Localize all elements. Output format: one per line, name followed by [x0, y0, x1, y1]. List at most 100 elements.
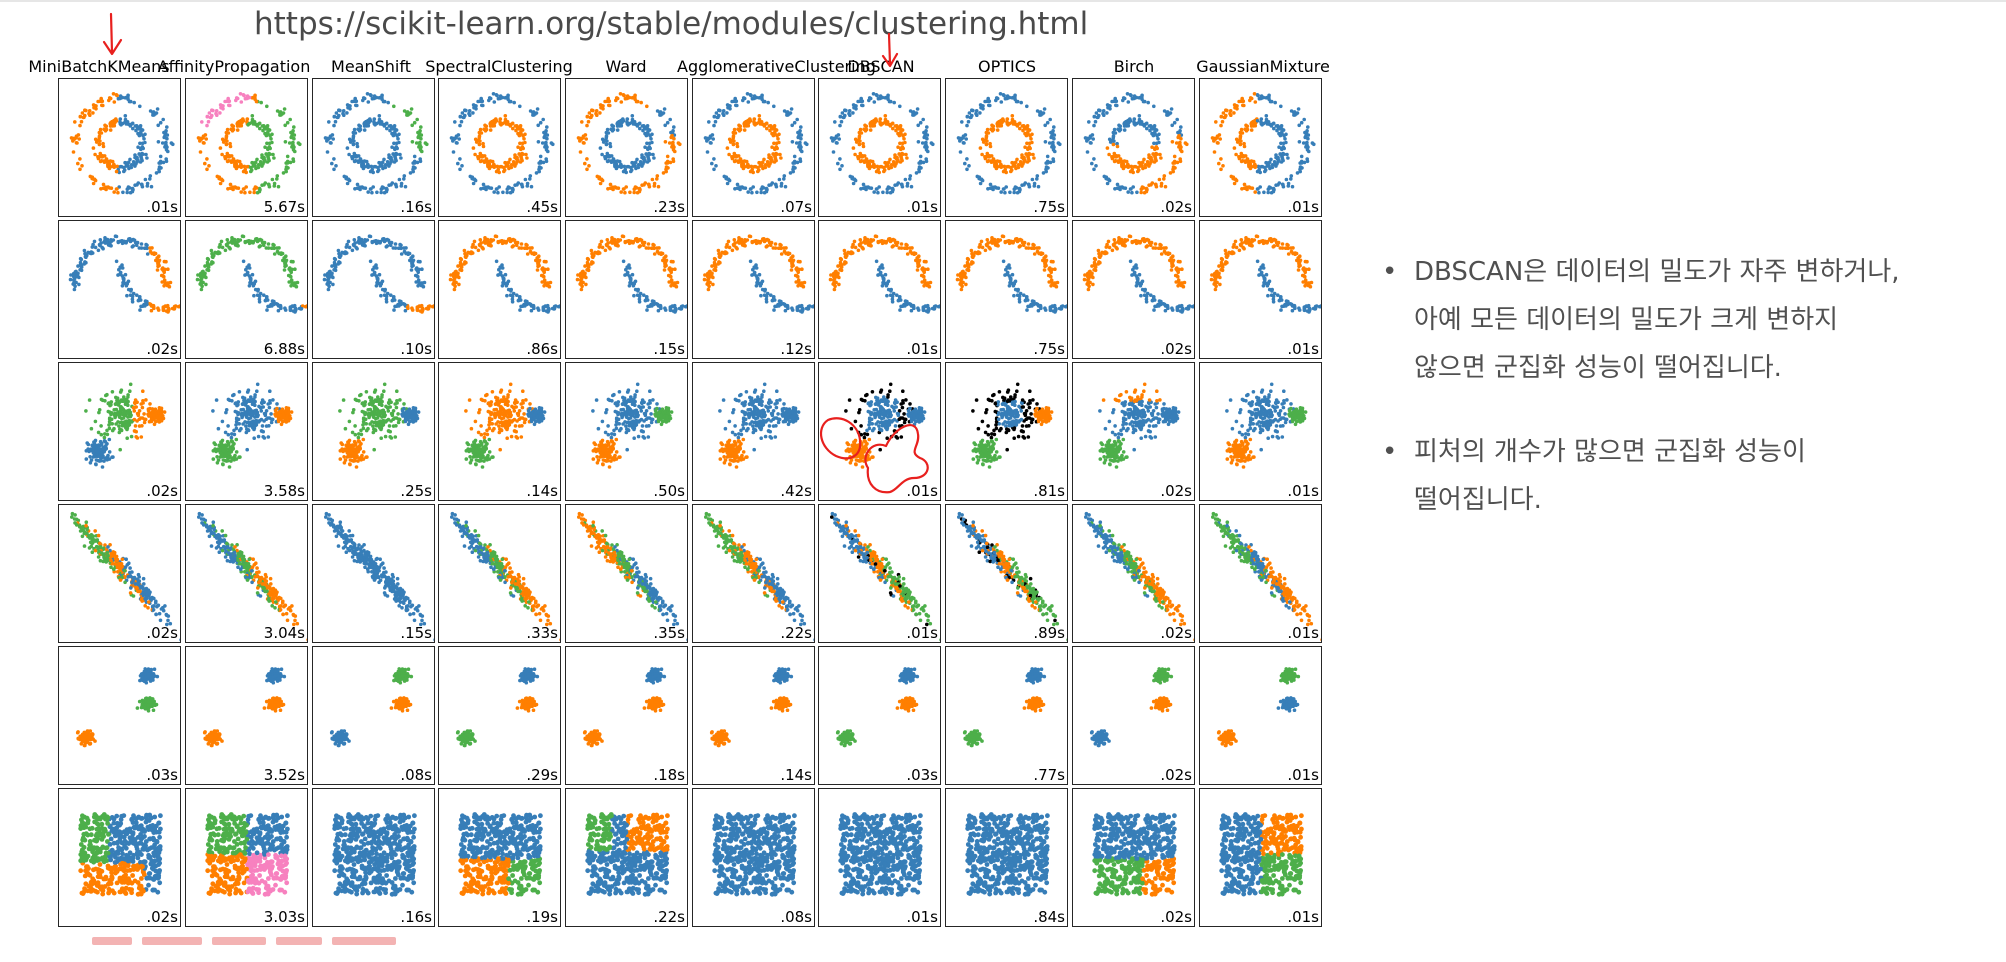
data-point: [1221, 111, 1226, 115]
data-point: [396, 246, 401, 250]
data-point: [521, 152, 525, 156]
data-point: [899, 147, 903, 152]
data-point: [619, 190, 623, 194]
data-point: [290, 304, 295, 308]
data-point: [519, 246, 524, 250]
data-point: [403, 308, 408, 313]
data-point: [283, 308, 288, 312]
data-point: [204, 137, 208, 141]
data-point: [1001, 187, 1006, 191]
page-url[interactable]: https://scikit-learn.org/stable/modules/…: [254, 2, 1134, 46]
data-point: [118, 117, 123, 121]
data-point: [1154, 158, 1158, 163]
data-point: [134, 128, 138, 133]
data-point: [260, 240, 265, 245]
data-point: [258, 244, 263, 248]
data-point: [646, 132, 650, 136]
data-point: [545, 145, 549, 150]
data-point: [638, 244, 643, 248]
data-point: [1092, 123, 1096, 128]
data-point: [136, 132, 141, 136]
subplot-noisy_circles-meanshift: .16s: [312, 78, 435, 217]
data-point: [487, 166, 492, 171]
data-point: [265, 308, 269, 312]
data-point: [519, 242, 524, 246]
data-point: [710, 133, 715, 137]
data-point: [1237, 138, 1242, 143]
data-point: [712, 256, 717, 261]
data-point: [544, 157, 548, 161]
data-point: [1224, 113, 1228, 118]
data-point: [410, 140, 415, 144]
subplot-noisy_moons-dbscan: .01s: [818, 220, 941, 359]
data-point: [757, 272, 762, 277]
data-point: [492, 165, 496, 169]
data-point: [120, 284, 125, 288]
data-point: [1132, 96, 1136, 101]
data-point: [72, 137, 77, 141]
data-point: [1312, 142, 1316, 147]
data-point: [621, 169, 626, 174]
data-point: [148, 174, 153, 178]
data-point: [180, 306, 181, 310]
data-point: [985, 159, 990, 164]
data-point: [1126, 121, 1130, 126]
data-point: [740, 163, 744, 167]
data-point: [921, 117, 925, 122]
data-point: [337, 251, 341, 256]
data-point: [1299, 154, 1304, 159]
data-point: [1052, 136, 1056, 141]
data-point: [157, 165, 162, 169]
subplot-noisy_moons-affinitypropagation: 6.88s: [185, 220, 308, 359]
data-point: [519, 147, 523, 152]
data-point: [608, 186, 613, 190]
data-point: [354, 103, 358, 108]
data-point: [326, 287, 331, 292]
data-point: [338, 108, 342, 113]
data-point: [123, 272, 128, 277]
data-point: [885, 293, 889, 298]
data-point: [881, 190, 885, 195]
data-point: [276, 184, 281, 189]
data-point: [635, 239, 640, 244]
data-point: [669, 259, 674, 264]
data-point: [713, 119, 718, 124]
data-point: [725, 181, 730, 186]
data-point: [96, 138, 101, 143]
data-point: [419, 145, 423, 150]
data-point: [453, 270, 458, 274]
data-point: [130, 294, 135, 299]
data-point: [971, 108, 975, 113]
data-point: [746, 121, 750, 126]
data-point: [988, 141, 992, 146]
data-point: [604, 142, 609, 147]
data-point: [981, 104, 985, 108]
data-point: [671, 309, 676, 313]
data-point: [155, 268, 160, 272]
data-point: [494, 259, 499, 264]
data-point: [964, 137, 968, 141]
data-point: [978, 181, 983, 186]
data-point: [457, 282, 461, 287]
data-point: [531, 305, 536, 309]
data-point: [136, 145, 140, 149]
data-point: [488, 124, 493, 128]
data-point: [97, 142, 102, 147]
data-point: [774, 182, 778, 187]
data-point: [514, 124, 519, 128]
data-point: [645, 308, 649, 312]
data-point: [396, 137, 400, 141]
data-point: [381, 166, 385, 171]
data-point: [131, 244, 136, 248]
data-point: [886, 97, 890, 102]
data-point: [460, 164, 464, 168]
data-point: [687, 305, 688, 309]
runtime-label: 6.88s: [264, 340, 305, 358]
data-point: [578, 150, 583, 154]
data-point: [585, 256, 590, 261]
data-point: [660, 251, 665, 256]
data-point: [790, 140, 795, 144]
data-point: [1143, 163, 1148, 167]
data-point: [414, 141, 419, 145]
data-point: [559, 306, 560, 309]
